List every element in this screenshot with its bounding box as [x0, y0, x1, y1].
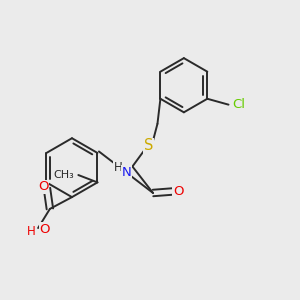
Text: N: N	[122, 166, 132, 179]
Text: S: S	[144, 138, 153, 153]
Text: CH₃: CH₃	[53, 170, 74, 180]
Text: O: O	[38, 180, 49, 193]
Text: O: O	[173, 185, 183, 198]
Text: Cl: Cl	[232, 98, 245, 111]
Text: H: H	[26, 225, 35, 238]
Text: O: O	[40, 223, 50, 236]
Text: H: H	[113, 161, 122, 174]
